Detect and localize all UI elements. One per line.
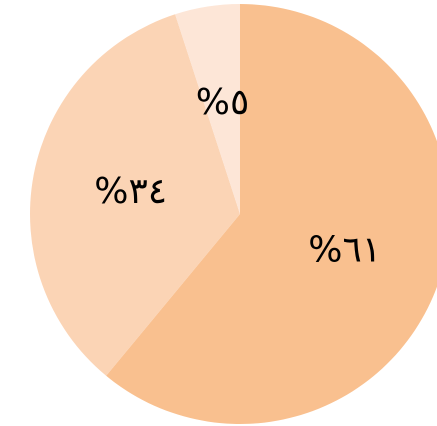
- data-label: %٣٤: [94, 171, 167, 212]
- data-label: %٦١: [308, 230, 381, 271]
- pie-slice: [106, 4, 437, 424]
- pie-slice: [29, 14, 241, 376]
- pie-slice: [175, 4, 240, 214]
- data-label: %٥: [196, 82, 250, 123]
